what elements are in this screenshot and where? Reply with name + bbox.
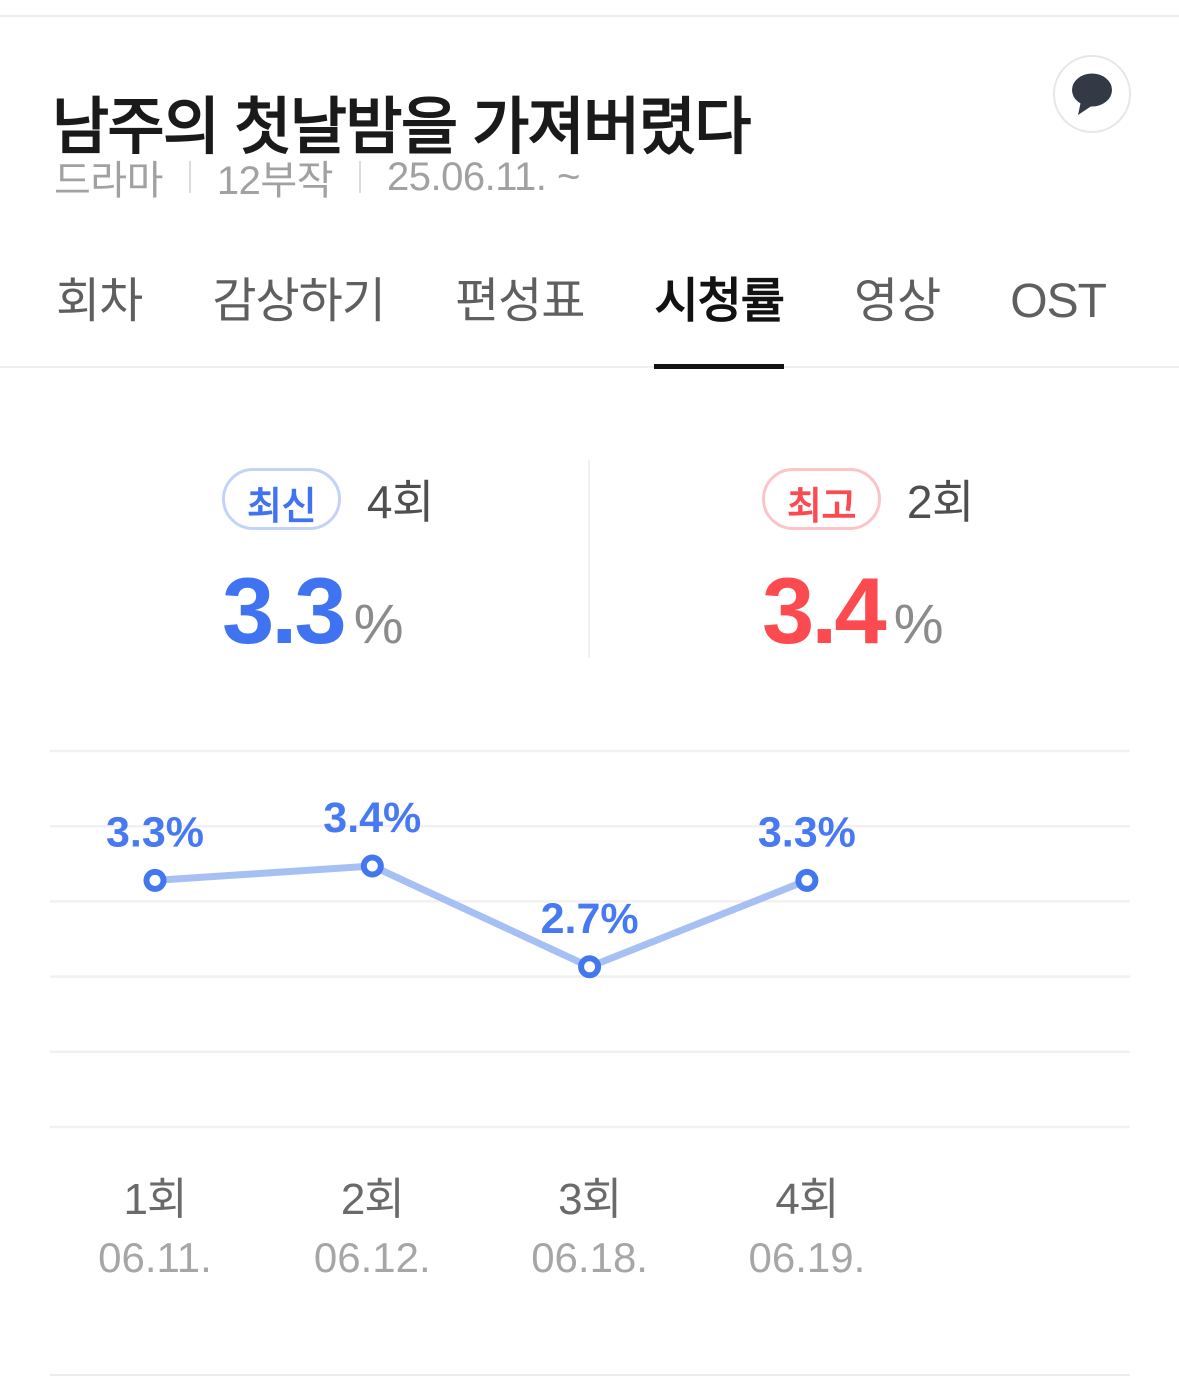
- point-value-label: 3.3%: [106, 808, 204, 856]
- meta-separator: [359, 161, 361, 193]
- data-point: [360, 854, 384, 878]
- tab-schedule[interactable]: 편성표: [454, 275, 585, 328]
- tab-watch[interactable]: 감상하기: [212, 275, 386, 328]
- ratings-line: [151, 862, 811, 971]
- latest-rating-stat: 최신 4회 3.3 %: [222, 466, 434, 658]
- latest-badge: 최신: [222, 468, 341, 530]
- tab-ratings[interactable]: 시청률: [654, 276, 785, 369]
- x-axis-date-label: 06.11.: [98, 1234, 212, 1281]
- x-axis-episode-label: 2회: [341, 1175, 404, 1224]
- comment-button[interactable]: [1053, 55, 1131, 133]
- tab-ost[interactable]: OST: [1010, 275, 1107, 328]
- meta-episode-count: 12부작: [216, 159, 334, 203]
- highest-rating-stat: 최고 2회 3.4 %: [762, 466, 974, 658]
- latest-rating-value: 3.3: [222, 558, 347, 663]
- x-axis-episode-label: 4회: [775, 1175, 838, 1224]
- tabbar-divider: [0, 366, 1179, 368]
- x-axis-date-label: 06.12.: [314, 1234, 431, 1281]
- point-value-label: 3.3%: [758, 808, 856, 856]
- latest-rating-unit: %: [353, 592, 404, 655]
- tab-bar: 회차 감상하기 편성표 시청률 영상 OST: [56, 275, 1107, 369]
- tab-episodes[interactable]: 회차: [56, 275, 143, 328]
- highest-badge: 최고: [762, 468, 881, 530]
- page-title: 남주의 첫날밤을 가져버렸다: [52, 92, 751, 162]
- ratings-chart: 3.3% 1회 06.11. 3.4% 2회 06.12. 2.7% 3회 06.18. 3.3%…: [0, 740, 1179, 1300]
- title-meta: 드라마 12부작 25.06.11. ~: [54, 148, 580, 206]
- highest-rating-unit: %: [893, 592, 944, 655]
- meta-separator: [188, 161, 191, 193]
- highest-episode-label: 2회: [906, 476, 974, 528]
- latest-episode-label: 4회: [366, 476, 434, 528]
- top-hairline: [0, 15, 1179, 17]
- point-value-label: 3.4%: [323, 794, 421, 842]
- meta-air-date: 25.06.11. ~: [387, 154, 580, 199]
- stats-divider: [588, 460, 590, 658]
- bottom-divider: [50, 1374, 1130, 1376]
- data-point: [143, 868, 167, 892]
- point-value-label: 2.7%: [541, 895, 639, 943]
- highest-rating-value: 3.4: [762, 558, 887, 663]
- x-axis-episode-label: 3회: [558, 1175, 621, 1224]
- data-point: [795, 868, 819, 892]
- x-axis-date-label: 06.18.: [531, 1234, 648, 1281]
- tab-video[interactable]: 영상: [853, 275, 941, 328]
- meta-genre: 드라마: [54, 159, 163, 203]
- speech-bubble-icon: [1069, 72, 1115, 116]
- x-axis-episode-label: 1회: [124, 1175, 187, 1224]
- data-point: [578, 955, 602, 979]
- x-axis-date-label: 06.19.: [749, 1234, 866, 1281]
